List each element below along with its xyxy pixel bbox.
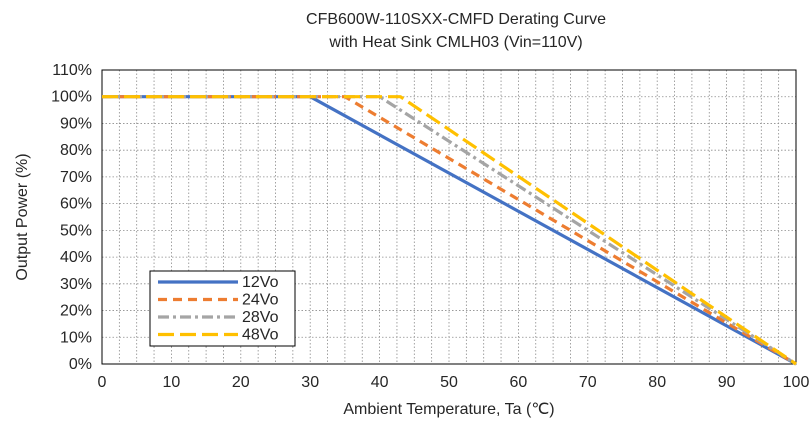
axes: 0 10 20 30 40 50 60 70 80 90 100 0% 10% 20% 30% 40% 50% 6…: [51, 62, 809, 391]
x-tick-label: 10: [163, 374, 181, 391]
grid: [102, 70, 796, 364]
plot-area: [101, 69, 797, 365]
y-tick-label: 70%: [60, 169, 92, 186]
legend-label-48vo: 48Vo: [242, 327, 279, 344]
x-axis-label: Ambient Temperature, Ta (℃): [343, 401, 554, 418]
series-lines: [102, 95, 797, 366]
x-tick-label: 70: [579, 374, 597, 391]
x-tick-label: 40: [371, 374, 389, 391]
y-tick-label: 30%: [60, 276, 92, 293]
x-tick-label: 20: [232, 374, 250, 391]
y-tick-label: 40%: [60, 249, 92, 266]
y-tick-label: 100%: [51, 89, 92, 106]
x-tick-label: 80: [648, 374, 666, 391]
y-tick-label: 90%: [60, 115, 92, 132]
y-tick-label: 60%: [60, 196, 92, 213]
x-tick-label: 0: [98, 374, 107, 391]
x-tick-label: 50: [440, 374, 458, 391]
y-tick-label: 10%: [60, 329, 92, 346]
y-tick-label: 80%: [60, 142, 92, 159]
legend-label-28vo: 28Vo: [242, 309, 279, 326]
legend-label-12vo: 12Vo: [242, 274, 279, 291]
y-tick-label: 0%: [69, 356, 92, 373]
y-tick-label: 20%: [60, 303, 92, 320]
chart-title-line-2: with Heat Sink CMLH03 (Vin=110V): [328, 34, 582, 51]
y-tick-label: 50%: [60, 222, 92, 239]
y-axis-label: Output Power (%): [14, 153, 31, 280]
x-tick-label: 60: [510, 374, 528, 391]
y-tick-label: 110%: [52, 62, 92, 79]
x-tick-label: 100: [783, 374, 810, 391]
legend-label-24vo: 24Vo: [242, 292, 279, 309]
x-tick-label: 30: [301, 374, 319, 391]
chart-title-line-1: CFB600W-110SXX-CMFD Derating Curve: [306, 11, 606, 28]
x-tick-label: 90: [718, 374, 736, 391]
series-line-48vo: [102, 95, 797, 366]
